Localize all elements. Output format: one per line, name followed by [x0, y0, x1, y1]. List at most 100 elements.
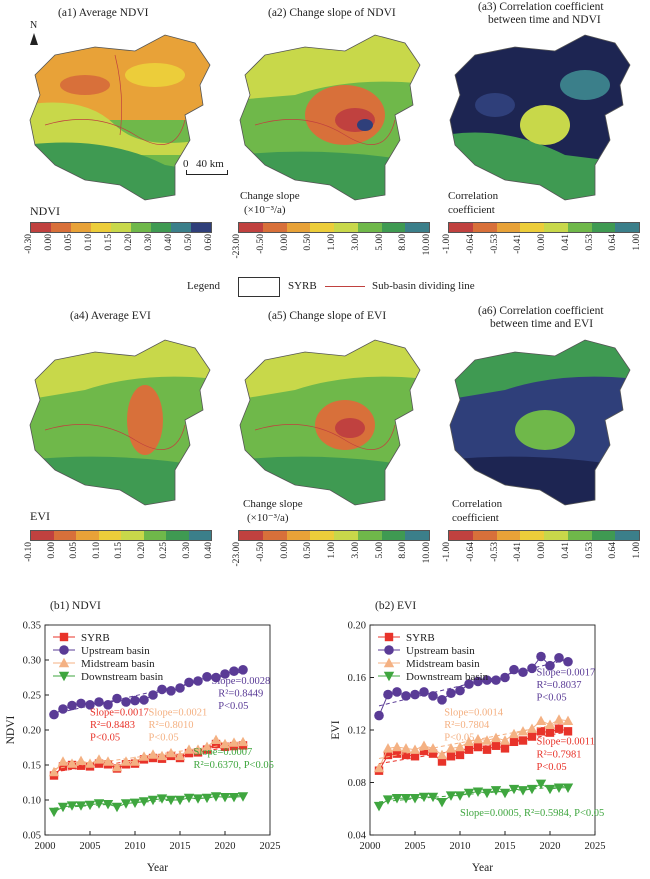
evi-corr-colorbar-tick-label: 0.53	[584, 542, 595, 559]
y-tick-label: 0.35	[23, 621, 41, 632]
map-a5-cb-label2: (×10⁻³/a)	[247, 512, 289, 524]
ndvi-colorbar-tick-label: -0.30	[24, 234, 34, 254]
evi-corr-colorbar-ticks: -1.00 -0.64 -0.53 -0.41 0.00 0.41 0.53 0.64 1.00	[442, 542, 642, 572]
ndvi-slope-colorbar-tick-label: 3.00	[350, 234, 361, 251]
legend-title: Legend	[187, 280, 220, 292]
panel-title-a3-line1: (a3) Correlation coefficient	[478, 1, 604, 13]
panel-title-a3-line2: between time and NDVI	[488, 14, 601, 26]
evi-colorbar-tick-label: 0.25	[159, 542, 169, 559]
evi-slope-colorbar-swatch	[310, 531, 334, 540]
x-tick-label: 2005	[405, 841, 426, 852]
data-point	[536, 651, 546, 662]
data-point	[401, 750, 411, 760]
ndvi-corr-colorbar-tick-label: -0.64	[465, 234, 476, 254]
map-a5-cb-label1: Change slope	[243, 498, 303, 510]
ndvi-slope-colorbar-swatch	[239, 223, 263, 232]
evi-slope-colorbar-tick-label: 3.00	[350, 542, 361, 559]
data-point	[464, 745, 474, 754]
data-point	[130, 695, 140, 706]
data-point	[174, 750, 186, 761]
ndvi-corr-colorbar-swatch	[567, 223, 592, 232]
data-point	[67, 700, 77, 711]
legend-line-label: Sub-basin dividing line	[372, 280, 475, 292]
stat-annotation: P<0.05	[90, 733, 120, 744]
y-tick-label: 0.05	[23, 831, 41, 842]
data-point	[392, 749, 402, 758]
evi-corr-colorbar-tick-label: -0.64	[465, 542, 476, 562]
ndvi-slope-colorbar-tick-label: 0.50	[303, 234, 314, 251]
data-point	[518, 667, 528, 678]
data-point	[373, 801, 385, 812]
data-point	[102, 800, 114, 810]
ndvi-colorbar-tick-label: 0.50	[184, 234, 194, 251]
y-tick-label: 0.20	[23, 726, 41, 737]
data-point	[472, 733, 484, 744]
stat-annotation: R²=0.8037	[537, 680, 582, 691]
data-point	[201, 793, 213, 804]
data-point	[211, 672, 221, 683]
data-point	[499, 735, 511, 745]
evi-corr-colorbar-tick-label: 0.00	[537, 542, 547, 559]
ndvi-slope-colorbar-swatch	[405, 223, 429, 232]
stat-annotation: Slope=0.0007	[194, 747, 253, 758]
trend-line	[378, 785, 569, 803]
evi-slope-colorbar	[238, 530, 430, 541]
data-point	[499, 788, 511, 799]
x-tick-label: 2025	[260, 841, 281, 852]
data-point	[563, 656, 573, 667]
evi-slope-colorbar-tick-label: 1.00	[327, 542, 337, 559]
data-point	[49, 709, 59, 720]
data-point	[147, 749, 159, 759]
evi-slope-colorbar-swatch	[334, 531, 358, 540]
stat-annotation: R²=0.7981	[537, 749, 582, 760]
evi-corr-colorbar	[448, 530, 640, 541]
ndvi-corr-colorbar-tick-label: 0.53	[584, 234, 595, 251]
data-point	[58, 762, 68, 771]
x-tick-label: 2010	[450, 841, 471, 852]
data-point	[156, 794, 168, 804]
ndvi-colorbar-swatch	[171, 223, 191, 232]
data-point	[553, 783, 565, 793]
data-point	[463, 736, 475, 747]
data-point	[93, 754, 105, 764]
x-tick-label: 2010	[125, 841, 146, 852]
evi-slope-colorbar-ticks: -23.00 -0.50 0.00 0.50 1.00 3.00 5.00 8.00 10.00	[232, 542, 432, 572]
map-a3-cb-label2: coefficient	[448, 204, 495, 216]
evi-colorbar-tick-label: 0.40	[204, 542, 214, 559]
data-point	[373, 762, 385, 773]
evi-colorbar-tick-label: -0.10	[24, 542, 34, 562]
data-point	[473, 676, 483, 687]
ndvi-colorbar-swatch	[151, 223, 171, 232]
ndvi-corr-colorbar-tick-label: 0.00	[537, 234, 547, 251]
data-point	[500, 744, 510, 753]
legend-marker	[59, 645, 69, 655]
x-tick-label: 2015	[495, 841, 516, 852]
legend-marker	[383, 671, 395, 682]
data-point	[562, 715, 574, 726]
data-point	[147, 795, 159, 806]
evi-slope-colorbar-tick-label: 0.50	[303, 542, 314, 559]
evi-colorbar-tick-label: 0.05	[69, 542, 79, 559]
panel-title-a1: (a1) Average NDVI	[58, 7, 149, 19]
data-point	[436, 749, 448, 760]
data-point	[183, 793, 195, 804]
data-point	[84, 758, 96, 768]
ndvi-colorbar-tick-label: 0.15	[104, 234, 114, 251]
map-a6-cb-label1: Correlation	[452, 498, 503, 510]
legend-dividing-line	[325, 286, 365, 287]
data-point	[544, 719, 556, 729]
map-legend: Legend SYRB Sub-basin dividing line	[0, 275, 650, 299]
evi-corr-colorbar-swatch	[472, 531, 497, 540]
x-axis-label: Year	[472, 862, 493, 874]
stat-annotation: P<0.05	[218, 701, 248, 712]
data-point	[75, 801, 87, 811]
data-point	[482, 675, 492, 685]
data-point	[427, 743, 439, 753]
data-point	[481, 735, 493, 745]
data-point	[428, 691, 438, 701]
ndvi-corr-colorbar-swatch	[591, 223, 616, 232]
data-point	[219, 793, 231, 803]
ndvi-colorbar-tick-label: 0.60	[204, 234, 214, 251]
data-point	[383, 689, 393, 700]
stat-annotation: Slope=0.0017	[90, 707, 149, 718]
